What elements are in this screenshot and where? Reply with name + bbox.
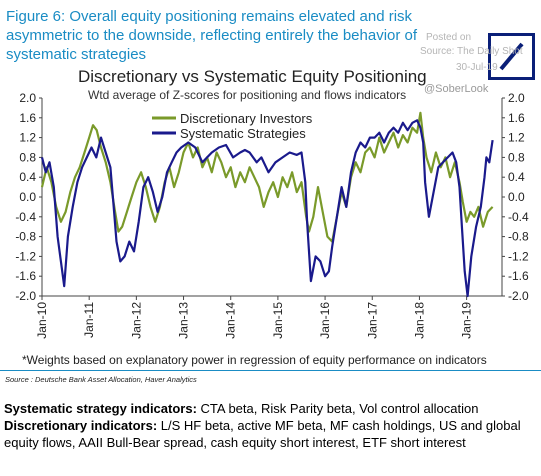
x-tick-label: Jan-13 (177, 302, 191, 339)
y-tick-label-left: 1.6 (19, 111, 36, 125)
y-tick-label-right: 1.2 (508, 131, 525, 145)
y-tick-label-right: 1.6 (508, 111, 525, 125)
y-tick-label-right: 0.0 (508, 190, 525, 204)
y-tick-label-right: -2.0 (508, 289, 529, 303)
watermark-posted-on: Posted on (426, 32, 472, 43)
y-tick-label-right: 0.4 (508, 170, 525, 184)
y-tick-label-right: -0.8 (508, 230, 529, 244)
logo-slash-icon (499, 42, 524, 71)
x-tick-label: Jan-10 (35, 302, 49, 339)
series-line-0 (40, 111, 494, 243)
source-divider (0, 370, 541, 371)
y-tick-label-left: -2.0 (15, 289, 36, 303)
chart-footnote: *Weights based on explanatory power in r… (22, 353, 487, 367)
x-tick-label: Jan-12 (129, 302, 143, 339)
y-tick-label-right: -1.6 (508, 269, 529, 283)
chart-source: Source : Deutsche Bank Asset Allocation,… (5, 375, 197, 384)
chart-subtitle: Wtd average of Z-scores for positioning … (88, 88, 407, 102)
x-tick-label: Jan-18 (412, 302, 426, 339)
caption-label-systematic: Systematic strategy indicators: (4, 401, 197, 416)
figure-card: Figure 6: Overall equity positioning rem… (0, 8, 541, 384)
x-tick-label: Jan-14 (224, 302, 238, 339)
y-tick-label-left: -0.8 (15, 230, 36, 244)
caption-text-discretionary: L/S HF beta, active MF beta, MF cash hol… (4, 418, 521, 450)
x-tick-label: Jan-17 (365, 302, 379, 339)
y-tick-label-left: -1.6 (15, 269, 36, 283)
x-tick-label: Jan-15 (271, 302, 285, 339)
caption-line-discretionary: Discretionary indicators: L/S HF beta, a… (4, 417, 540, 451)
watermark-source-credit: Source: The Daily Shot (420, 46, 523, 57)
caption-text-systematic: CTA beta, Risk Parity beta, Vol control … (196, 401, 479, 416)
x-tick-label: Jan-16 (318, 302, 332, 339)
y-tick-label-right: -0.4 (508, 210, 529, 224)
x-tick-label: Jan-11 (82, 302, 96, 338)
y-tick-label-left: 1.2 (19, 131, 36, 145)
y-tick-label-left: -1.2 (15, 249, 36, 263)
y-tick-label-right: 2.0 (508, 91, 525, 105)
watermark-date: 30-Jul-19 (456, 62, 498, 73)
legend-label-1: Systematic Strategies (180, 126, 306, 141)
chart-title: Discretionary vs Systematic Equity Posit… (78, 67, 427, 86)
y-tick-label-left: 0.0 (19, 190, 36, 204)
y-tick-label-right: 0.8 (508, 150, 525, 164)
chart-svg: 2.0 2.0 1.6 1.6 1.2 1.2 0.8 0.8 0.4 0.4 0.0 0.0 -0.4… (15, 91, 529, 339)
y-tick-label-left: -0.4 (15, 210, 36, 224)
y-tick-label-left: 0.8 (19, 150, 36, 164)
watermark-handle: @SoberLook (424, 83, 489, 95)
y-tick-label-right: -1.2 (508, 249, 529, 263)
series-line-1 (40, 119, 494, 298)
caption-line-systematic: Systematic strategy indicators: CTA beta… (4, 400, 540, 417)
chart-series (40, 111, 494, 298)
chart-axes: 2.0 2.0 1.6 1.6 1.2 1.2 0.8 0.8 0.4 0.4 0.0 0.0 -0.4… (15, 91, 529, 339)
y-tick-label-left: 2.0 (19, 91, 36, 105)
deutsche-bank-logo-icon (488, 33, 535, 80)
y-tick-label-left: 0.4 (19, 170, 36, 184)
x-tick-label: Jan-19 (460, 302, 474, 339)
figure-title: Figure 6: Overall equity positioning rem… (6, 8, 418, 63)
caption-label-discretionary: Discretionary indicators: (4, 418, 158, 433)
caption: Systematic strategy indicators: CTA beta… (4, 400, 540, 451)
legend-label-0: Discretionary Investors (180, 111, 313, 126)
